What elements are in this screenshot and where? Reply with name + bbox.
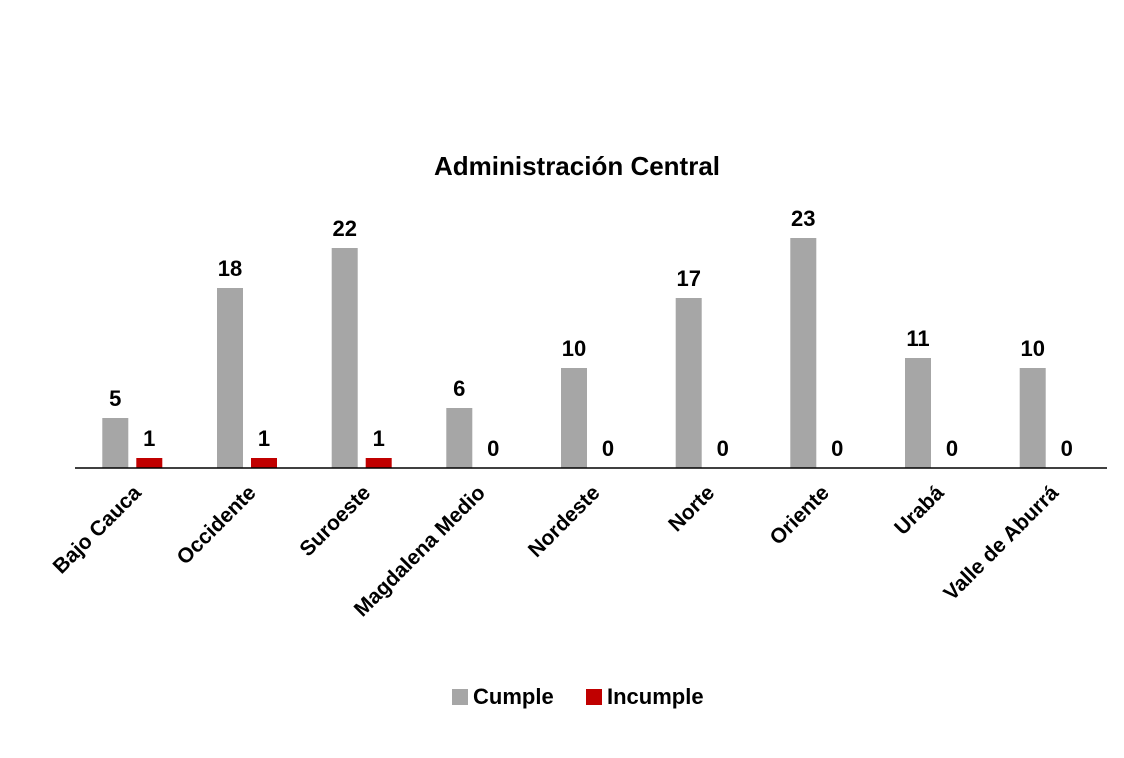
legend-label-cumple: Cumple: [473, 684, 554, 709]
bar-cumple-magdalena-medio: [446, 408, 473, 468]
data-label-cumple-occidente: 18: [218, 256, 242, 281]
data-label-cumple-magdalena-medio: 6: [453, 376, 465, 401]
legend-label-incumple: Incumple: [607, 684, 704, 709]
bar-cumple-oriente: [790, 238, 817, 468]
data-label-incumple-suroeste: 1: [373, 426, 385, 451]
data-label-incumple-oriente: 0: [831, 436, 843, 461]
bars-layer: [102, 238, 1046, 468]
bar-cumple-norte: [675, 298, 702, 468]
data-label-incumple-bajo-cauca: 1: [143, 426, 155, 451]
bar-cumple-bajo-cauca: [102, 418, 129, 468]
x-tick-label-uraba: Urabá: [890, 481, 949, 540]
data-label-incumple-uraba: 0: [946, 436, 958, 461]
data-label-incumple-valle-de-aburra: 0: [1061, 436, 1073, 461]
legend: Cumple Incumple: [452, 684, 704, 709]
x-tick-label-bajo-cauca: Bajo Cauca: [49, 481, 146, 578]
legend-swatch-incumple: [586, 689, 602, 705]
bar-incumple-suroeste: [365, 458, 392, 468]
data-label-cumple-valle-de-aburra: 10: [1020, 336, 1044, 361]
data-label-incumple-norte: 0: [717, 436, 729, 461]
data-label-cumple-bajo-cauca: 5: [109, 386, 121, 411]
data-label-incumple-nordeste: 0: [602, 436, 614, 461]
x-tick-label-norte: Norte: [664, 481, 719, 536]
bar-cumple-nordeste: [561, 368, 587, 468]
bar-cumple-valle-de-aburra: [1019, 368, 1046, 468]
x-tick-label-suroeste: Suroeste: [295, 481, 375, 561]
x-tick-label-occidente: Occidente: [172, 481, 260, 569]
bar-cumple-occidente: [217, 288, 243, 468]
chart-title: Administración Central: [434, 151, 720, 181]
data-label-cumple-nordeste: 10: [562, 336, 586, 361]
x-tick-label-magdalena-medio: Magdalena Medio: [350, 481, 490, 621]
x-tick-label-valle-de-aburra: Valle de Aburrá: [939, 481, 1063, 605]
data-label-cumple-oriente: 23: [791, 206, 815, 231]
legend-swatch-cumple: [452, 689, 468, 705]
data-label-cumple-suroeste: 22: [332, 216, 356, 241]
bar-cumple-suroeste: [331, 248, 358, 468]
x-tick-label-nordeste: Nordeste: [524, 481, 605, 562]
data-label-cumple-uraba: 11: [906, 326, 929, 351]
data-label-cumple-norte: 17: [676, 266, 700, 291]
x-tick-label-oriente: Oriente: [766, 481, 834, 549]
data-label-incumple-occidente: 1: [258, 426, 270, 451]
data-label-incumple-magdalena-medio: 0: [487, 436, 499, 461]
bar-cumple-uraba: [905, 358, 931, 468]
bar-incumple-bajo-cauca: [136, 458, 163, 468]
bar-incumple-occidente: [251, 458, 277, 468]
